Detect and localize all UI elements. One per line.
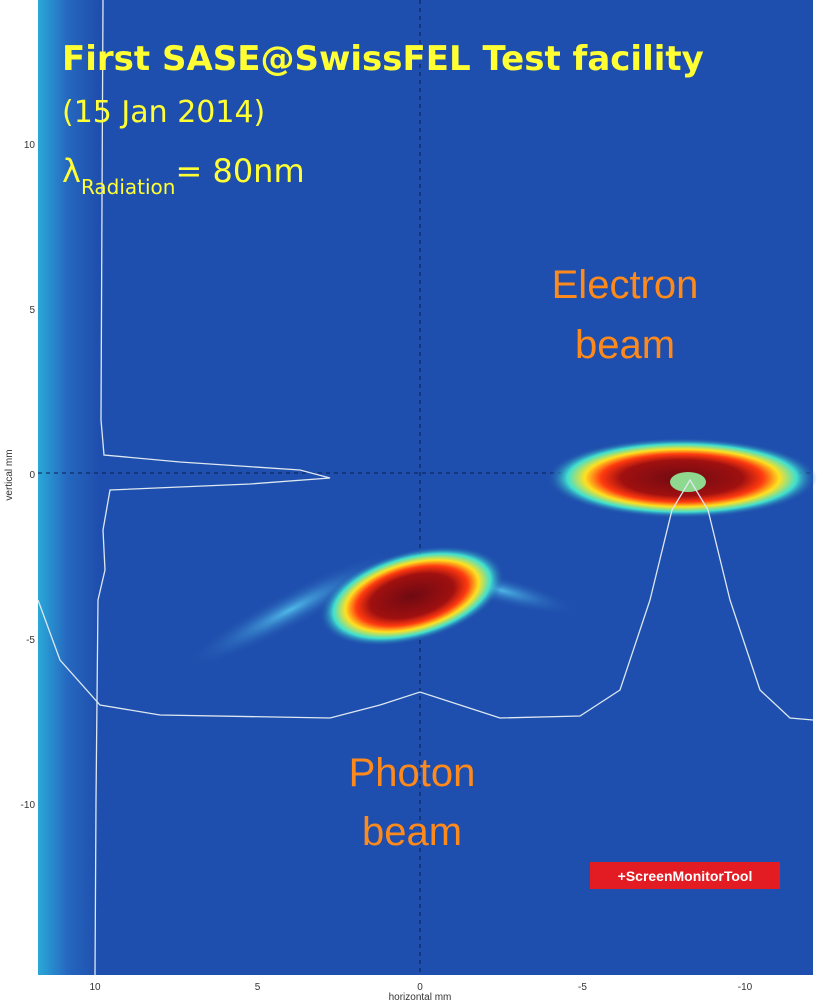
date: (15 Jan 2014) — [62, 95, 265, 130]
horizontal-profile — [37, 478, 814, 721]
photon-label: Photon — [349, 751, 476, 795]
photon-label: beam — [362, 810, 462, 854]
electron-core — [670, 472, 706, 492]
electron-label: Electron — [552, 263, 699, 307]
electron-label: beam — [575, 323, 675, 367]
x-tick-label: -5 — [578, 982, 587, 993]
title: First SASE@SwissFEL Test facility — [62, 39, 704, 79]
y-tick-label: -10 — [21, 800, 36, 811]
photon-beam-spot — [319, 546, 505, 646]
x-tick-label: 10 — [89, 982, 101, 993]
badge-bg — [590, 862, 780, 889]
screen-edge — [38, 0, 98, 975]
lambda-subscript: Radiation — [81, 175, 176, 199]
badge: +ScreenMonitorTool — [618, 868, 753, 884]
y-axis-label: vertical mm — [4, 449, 15, 500]
vertical-profile — [94, 0, 331, 976]
lambda-value: = 80nm — [175, 152, 304, 190]
y-tick-label: 0 — [29, 470, 35, 481]
x-tick-label: -10 — [738, 982, 753, 993]
x-axis-label: horizontal mm — [389, 992, 452, 1003]
x-tick-label: 5 — [255, 982, 261, 993]
wavelength: λRadiation= 80nm — [62, 152, 305, 199]
y-tick-label: -5 — [26, 635, 35, 646]
y-tick-label: 10 — [24, 140, 36, 151]
y-tick-label: 5 — [29, 305, 35, 316]
lambda-symbol: λ — [62, 152, 81, 190]
x-tick-label: 0 — [417, 982, 423, 993]
